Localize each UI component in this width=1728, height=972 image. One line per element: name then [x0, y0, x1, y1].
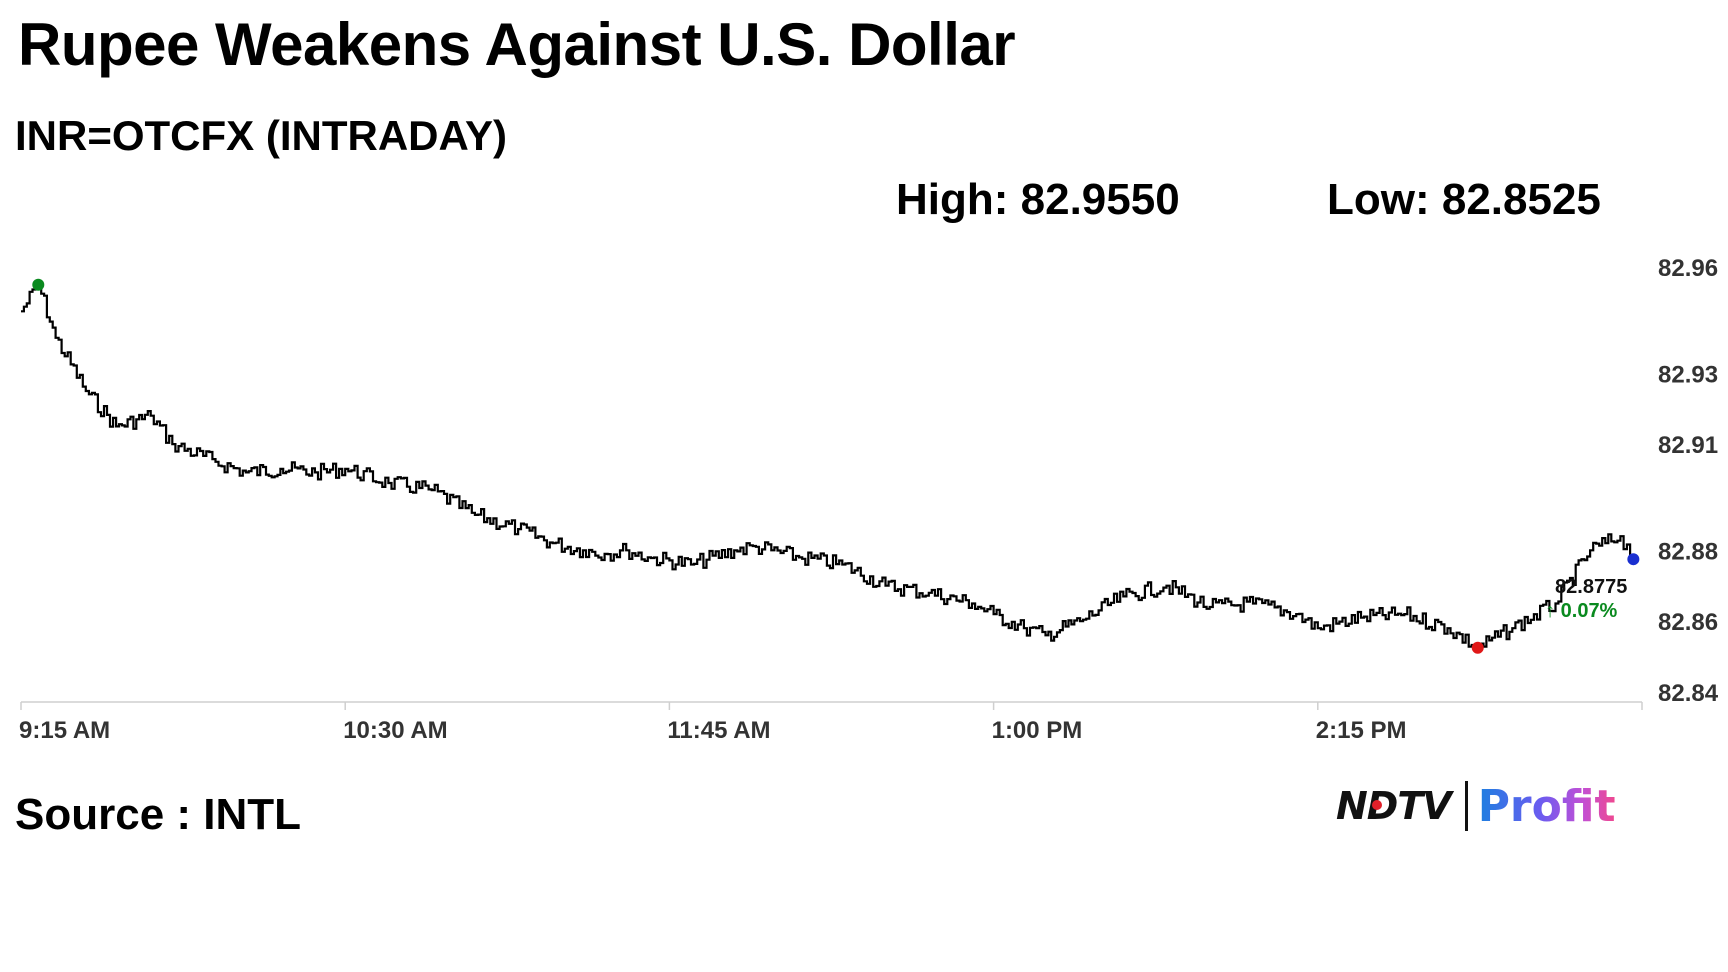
x-tick-label: 9:15 AM: [19, 717, 110, 744]
high-value: High: 82.9550: [896, 175, 1180, 224]
logo-divider: [1464, 781, 1468, 831]
price-series-line: [21, 283, 1635, 649]
x-tick-label: 10:30 AM: [343, 717, 447, 744]
y-tick-label: 82.88: [1658, 538, 1718, 565]
low-point-marker: [1471, 641, 1484, 654]
x-tick-label: 2:15 PM: [1316, 717, 1407, 744]
change-percent-label: ↑ 0.07%: [1545, 600, 1617, 622]
intraday-line-chart: 9:15 AM 10:30 AM 11:45 AM 1:00 PM 2:15 PM 82.…: [19, 255, 1719, 744]
source-label: Source : INTL: [15, 790, 302, 839]
y-tick-label: 82.93: [1658, 361, 1718, 388]
y-tick-label: 82.91: [1658, 432, 1718, 459]
high-point-marker: [32, 278, 45, 291]
y-tick-label: 82.96: [1658, 255, 1718, 282]
chart-subtitle: INR=OTCFX (INTRADAY): [15, 112, 507, 159]
y-tick-label: 82.84: [1658, 680, 1719, 707]
x-tick-label: 1:00 PM: [992, 717, 1083, 744]
low-value: Low: 82.8525: [1327, 175, 1601, 224]
logo-ndtv-text: NDTV: [1336, 784, 1452, 828]
logo-profit-text: Profit: [1477, 780, 1616, 832]
logo-red-dot: [1372, 800, 1382, 810]
last-point-marker: [1627, 553, 1640, 566]
y-tick-label: 82.86: [1658, 609, 1718, 636]
ndtv-profit-logo: NDTV Profit: [1336, 778, 1616, 834]
chart-title: Rupee Weakens Against U.S. Dollar: [18, 11, 1016, 78]
last-value-label: 82.8775: [1555, 576, 1627, 598]
x-tick-label: 11:45 AM: [667, 717, 770, 744]
